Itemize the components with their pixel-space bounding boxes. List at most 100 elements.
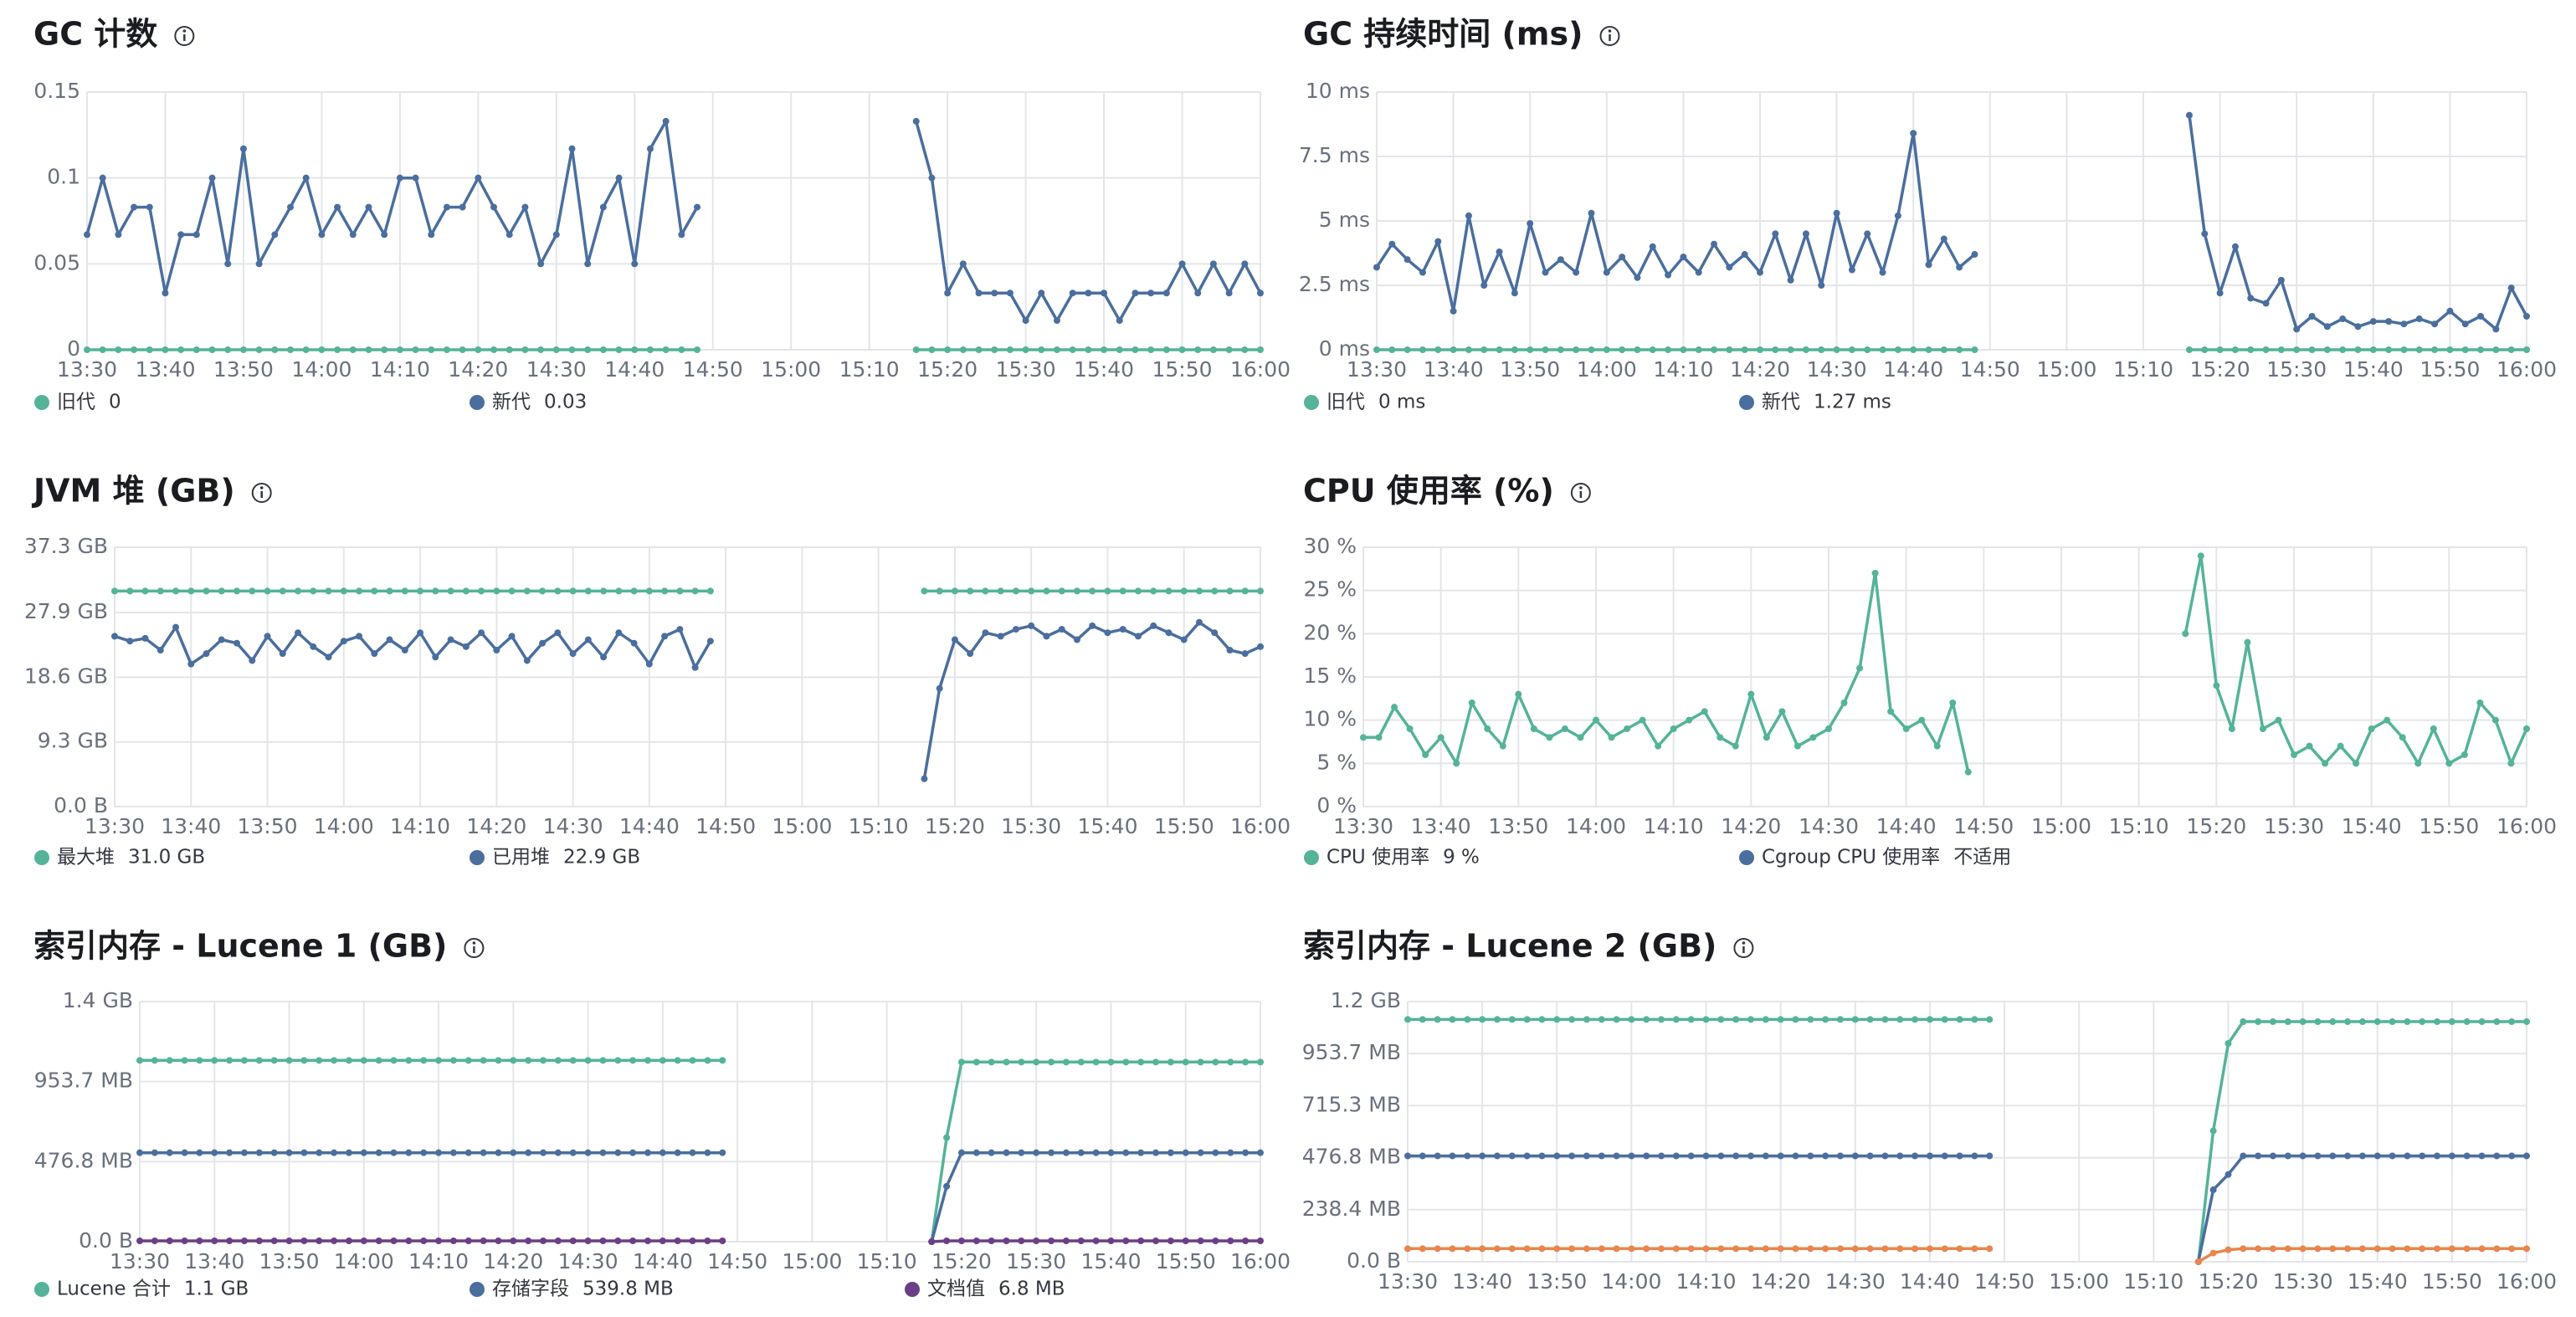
data-point xyxy=(1896,1152,1904,1160)
legend-value: 1.27 ms xyxy=(1814,392,1891,413)
x-tick-label: 15:30 xyxy=(2273,1269,2333,1294)
data-point xyxy=(1807,1245,1814,1253)
data-point xyxy=(1956,1016,1963,1023)
data-point xyxy=(435,1149,443,1156)
data-point xyxy=(2201,346,2209,353)
data-point xyxy=(1807,1152,1814,1160)
data-point xyxy=(1741,251,1748,259)
data-point xyxy=(1241,260,1249,268)
data-point xyxy=(203,587,210,595)
legend-swatch xyxy=(1739,850,1754,865)
data-point xyxy=(203,650,210,658)
data-point xyxy=(1022,346,1029,353)
data-point xyxy=(2224,1171,2232,1178)
data-point xyxy=(2306,742,2313,750)
data-point xyxy=(271,346,279,353)
data-point xyxy=(1634,346,1641,353)
data-point xyxy=(1122,1149,1130,1156)
data-point xyxy=(1747,1016,1755,1023)
data-point xyxy=(1573,269,1580,276)
data-point xyxy=(2284,1018,2291,1026)
data-point xyxy=(1242,1237,1250,1244)
x-tick-label: 13:30 xyxy=(1347,357,1407,382)
data-point xyxy=(1437,734,1445,741)
chart-title: GC 持续时间 (ms) xyxy=(1303,16,1583,53)
data-point xyxy=(1257,1058,1264,1066)
y-tick-label: 0.1 xyxy=(47,165,80,189)
data-point xyxy=(1012,626,1019,633)
data-point xyxy=(239,145,247,152)
legend-value: 539.8 MB xyxy=(582,1279,674,1300)
data-point xyxy=(1227,1237,1234,1244)
series-line xyxy=(1408,1154,2527,1263)
x-tick-label: 14:00 xyxy=(291,357,352,382)
data-point xyxy=(331,1057,338,1064)
data-point xyxy=(1373,346,1380,353)
data-point xyxy=(300,1149,308,1156)
data-point xyxy=(2308,312,2316,320)
data-point xyxy=(1131,346,1139,353)
data-point xyxy=(645,660,653,668)
data-point xyxy=(2389,1018,2396,1026)
data-point xyxy=(2240,1152,2247,1160)
data-point xyxy=(2247,295,2255,302)
data-point xyxy=(1695,346,1702,353)
data-point xyxy=(540,1237,547,1244)
x-tick-label: 14:00 xyxy=(1577,357,1637,382)
data-point xyxy=(1464,1016,1471,1023)
data-point xyxy=(661,633,669,640)
data-point xyxy=(1122,1237,1130,1244)
data-point xyxy=(478,587,485,595)
data-point xyxy=(959,346,967,353)
data-point xyxy=(1986,1152,1994,1160)
data-point xyxy=(1360,734,1367,741)
data-point xyxy=(921,587,928,595)
data-point xyxy=(172,587,180,595)
data-point xyxy=(1918,716,1926,724)
x-tick-label: 14:30 xyxy=(526,357,587,382)
data-point xyxy=(2369,318,2377,325)
data-point xyxy=(676,587,684,595)
data-point xyxy=(1257,290,1264,297)
data-point xyxy=(1119,587,1126,595)
data-point xyxy=(1134,587,1142,595)
data-point xyxy=(1941,1016,1948,1023)
data-point xyxy=(1257,346,1264,353)
data-point xyxy=(2446,346,2454,353)
data-point xyxy=(345,1057,352,1064)
data-point xyxy=(1538,1152,1546,1160)
data-point xyxy=(584,1149,592,1156)
x-tick-label: 14:20 xyxy=(483,1249,543,1273)
data-point xyxy=(1833,209,1840,217)
data-point xyxy=(1670,725,1677,732)
data-point xyxy=(279,587,286,595)
data-point xyxy=(584,346,592,353)
data-point xyxy=(1388,240,1396,248)
data-point xyxy=(1062,1237,1070,1244)
x-tick-label: 14:40 xyxy=(1900,1269,1960,1294)
data-point xyxy=(1851,1245,1859,1253)
y-tick-label: 10 ms xyxy=(1306,79,1370,103)
data-point xyxy=(1777,1152,1784,1160)
data-point xyxy=(982,629,989,637)
x-tick-label: 13:40 xyxy=(161,814,221,838)
data-point xyxy=(674,1237,681,1244)
x-tick-label: 13:50 xyxy=(259,1249,320,1273)
data-point xyxy=(2231,243,2239,250)
data-point xyxy=(2419,1245,2426,1253)
x-tick-label: 16:00 xyxy=(1230,1249,1291,1273)
data-point xyxy=(2224,1040,2232,1048)
x-tick-label: 14:20 xyxy=(1730,357,1790,382)
data-point xyxy=(126,587,134,595)
data-point xyxy=(568,346,576,353)
data-point xyxy=(1598,1152,1605,1160)
data-point xyxy=(510,1237,517,1244)
data-point xyxy=(1195,587,1203,595)
data-point xyxy=(2430,725,2437,732)
data-point xyxy=(1225,346,1233,353)
data-point xyxy=(569,1237,577,1244)
data-point xyxy=(1419,1016,1426,1023)
data-point xyxy=(951,587,958,595)
data-point xyxy=(1802,346,1809,353)
data-point xyxy=(187,587,195,595)
